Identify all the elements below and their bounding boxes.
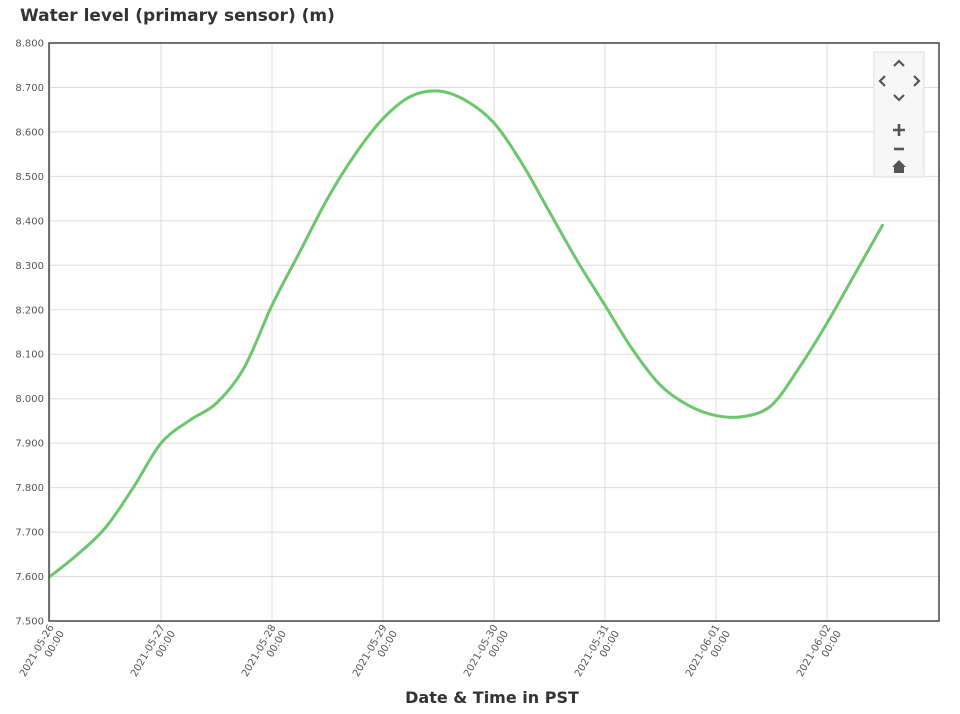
chevron-up-icon <box>893 59 905 67</box>
chevron-right-icon <box>913 75 921 87</box>
zoom-in-button[interactable] <box>890 122 908 138</box>
y-tick-label: 8.300 <box>15 261 44 272</box>
pan-left-button[interactable] <box>876 73 890 89</box>
nav-panel-background <box>873 51 925 178</box>
pan-up-button[interactable] <box>890 55 908 69</box>
series-layer <box>48 89 884 579</box>
pan-down-button[interactable] <box>890 90 908 104</box>
y-tick-label: 7.700 <box>15 528 44 539</box>
y-tick-label: 8.800 <box>15 39 44 50</box>
y-tick-label: 7.800 <box>15 483 44 494</box>
x-axis-label: Date & Time in PST <box>405 688 579 707</box>
y-axis-ticks: 7.500 7.600 7.700 7.800 7.900 8.000 8.100 8.200… <box>15 39 44 628</box>
chart-title: Water level (primary sensor) (m) <box>20 6 335 26</box>
y-tick-label: 8.000 <box>15 394 44 405</box>
y-tick-label: 8.500 <box>15 172 44 183</box>
series-line-water-level <box>48 89 884 579</box>
grid-lines <box>49 42 939 622</box>
chevron-down-icon <box>893 94 905 102</box>
y-tick-label: 8.400 <box>15 216 44 227</box>
y-tick-label: 8.200 <box>15 305 44 316</box>
chevron-left-icon <box>878 75 886 87</box>
y-tick-label: 8.100 <box>15 350 44 361</box>
pan-right-button[interactable] <box>908 73 922 89</box>
reset-view-button[interactable] <box>890 158 908 174</box>
y-tick-label: 7.600 <box>15 572 44 583</box>
zoom-out-button[interactable] <box>890 143 908 155</box>
y-tick-label: 7.500 <box>15 617 44 628</box>
y-tick-label: 8.600 <box>15 127 44 138</box>
home-icon <box>892 160 906 173</box>
nav-control-panel <box>873 51 925 178</box>
plus-icon <box>893 124 905 136</box>
y-tick-label: 7.900 <box>15 439 44 450</box>
plot-frame <box>48 42 940 622</box>
y-tick-label: 8.700 <box>15 83 44 94</box>
